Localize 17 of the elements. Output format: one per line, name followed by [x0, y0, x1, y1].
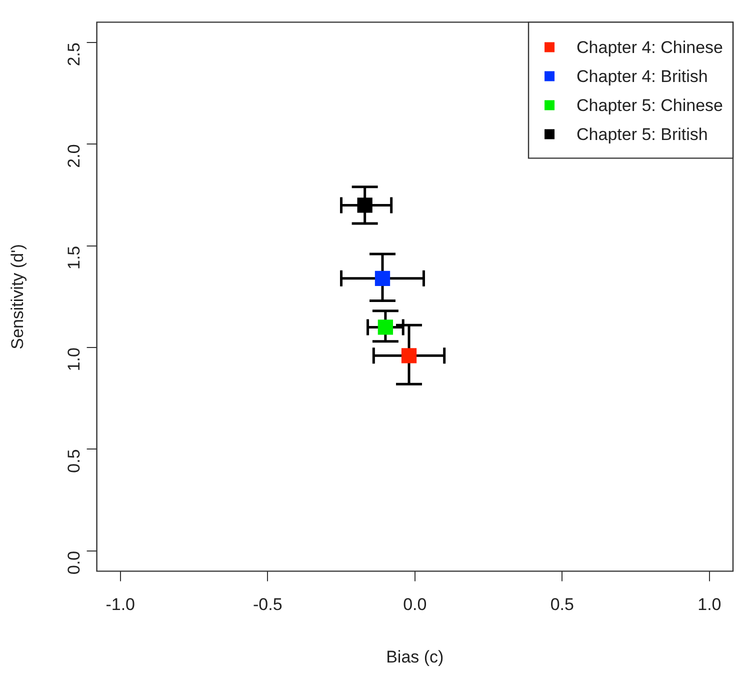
x-tick-label: 0.0: [403, 595, 427, 614]
legend-label: Chapter 5: British: [576, 124, 708, 144]
y-tick-label: 1.5: [64, 246, 84, 270]
y-tick-label: 2.0: [64, 144, 84, 168]
y-axis-title: Sensitivity (d'): [8, 244, 27, 350]
y-tick-label: 2.5: [64, 42, 84, 66]
legend-label: Chapter 5: Chinese: [576, 96, 724, 115]
x-tick-label: -1.0: [106, 595, 136, 614]
legend-label: Chapter 4: British: [576, 66, 708, 86]
x-tick-label: -0.5: [252, 595, 282, 614]
y-tick-label: 0.5: [64, 449, 84, 473]
x-axis-title: Bias (c): [386, 647, 444, 666]
x-tick-label: 0.5: [550, 595, 574, 614]
y-tick-label: 1.0: [64, 348, 84, 372]
x-tick-label: 1.0: [698, 595, 722, 614]
legend-label: Chapter 4: Chinese: [576, 38, 724, 57]
y-tick-label: 0.0: [64, 550, 84, 575]
